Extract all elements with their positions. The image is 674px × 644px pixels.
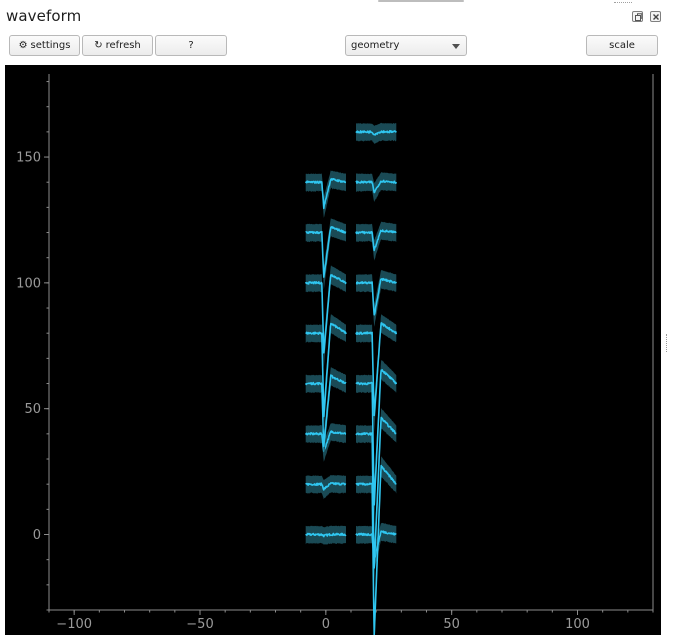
channel-trace-10: [355, 416, 397, 569]
channel-band-11: [356, 360, 397, 523]
channel-band-6: [305, 218, 346, 290]
close-button[interactable]: [650, 11, 661, 22]
scale-label: scale: [609, 40, 635, 51]
x-tick-label: 50: [443, 617, 460, 632]
help-button[interactable]: ?: [155, 35, 227, 56]
refresh-button[interactable]: ↻ refresh: [82, 35, 153, 56]
plot-background: [5, 65, 661, 635]
channel-trace-15: [355, 179, 398, 194]
float-button[interactable]: [632, 11, 643, 22]
gear-icon: ⚙: [18, 39, 28, 51]
channel-trace-5: [304, 274, 347, 354]
help-label: ?: [188, 40, 194, 51]
channel-trace-7: [304, 177, 347, 210]
view-mode-select[interactable]: geometry: [345, 35, 467, 56]
channel-trace-11: [355, 369, 398, 506]
chevron-down-icon: [452, 44, 460, 49]
channel-trace-13: [355, 277, 397, 316]
y-tick-label: 150: [16, 151, 41, 166]
window-drag-handle[interactable]: [378, 0, 464, 2]
window-title: waveform: [6, 7, 82, 25]
x-tick-label: 100: [565, 617, 590, 632]
x-tick-label: −100: [56, 617, 92, 632]
waveform-plot[interactable]: −100 −50 0 50 100 0 50 100 150: [5, 65, 661, 644]
waveform-plot-svg[interactable]: −100 −50 0 50 100 0 50 100 150: [5, 65, 661, 644]
channel-band-10: [356, 408, 397, 588]
scale-button[interactable]: scale: [586, 35, 658, 56]
channel-band-13: [356, 270, 397, 327]
splitter-handle[interactable]: [666, 334, 670, 352]
view-mode-value: geometry: [351, 40, 400, 51]
y-tick-label: 0: [33, 528, 41, 543]
channel-trace-6: [305, 226, 347, 278]
settings-label: settings: [30, 40, 71, 51]
channel-band-9: [356, 456, 397, 644]
channel-trace-12: [355, 322, 398, 417]
channel-band-5: [305, 265, 346, 368]
channel-band-4: [305, 314, 346, 432]
restore-icon: [635, 13, 643, 21]
channel-band-12: [356, 314, 397, 432]
settings-button[interactable]: ⚙ settings: [9, 35, 80, 56]
refresh-label: refresh: [105, 40, 141, 51]
channel-trace-8: [355, 530, 397, 561]
x-tick-label: 0: [322, 617, 330, 632]
channel-trace-9: [355, 464, 397, 636]
channel-band-3: [305, 367, 346, 461]
refresh-icon: ↻: [94, 39, 103, 51]
channel-trace-2: [304, 430, 347, 453]
channel-trace-16: [355, 130, 397, 136]
channel-trace-1: [305, 481, 347, 491]
close-icon: [653, 14, 659, 20]
channel-trace-3: [304, 374, 347, 448]
channel-trace-4: [305, 322, 347, 418]
x-tick-label: −50: [186, 617, 213, 632]
window-resize-grip[interactable]: [614, 2, 632, 5]
y-tick-label: 50: [24, 402, 41, 417]
y-tick-label: 100: [16, 276, 41, 291]
channel-trace-14: [355, 229, 397, 252]
channel-trace-0: [305, 532, 347, 538]
